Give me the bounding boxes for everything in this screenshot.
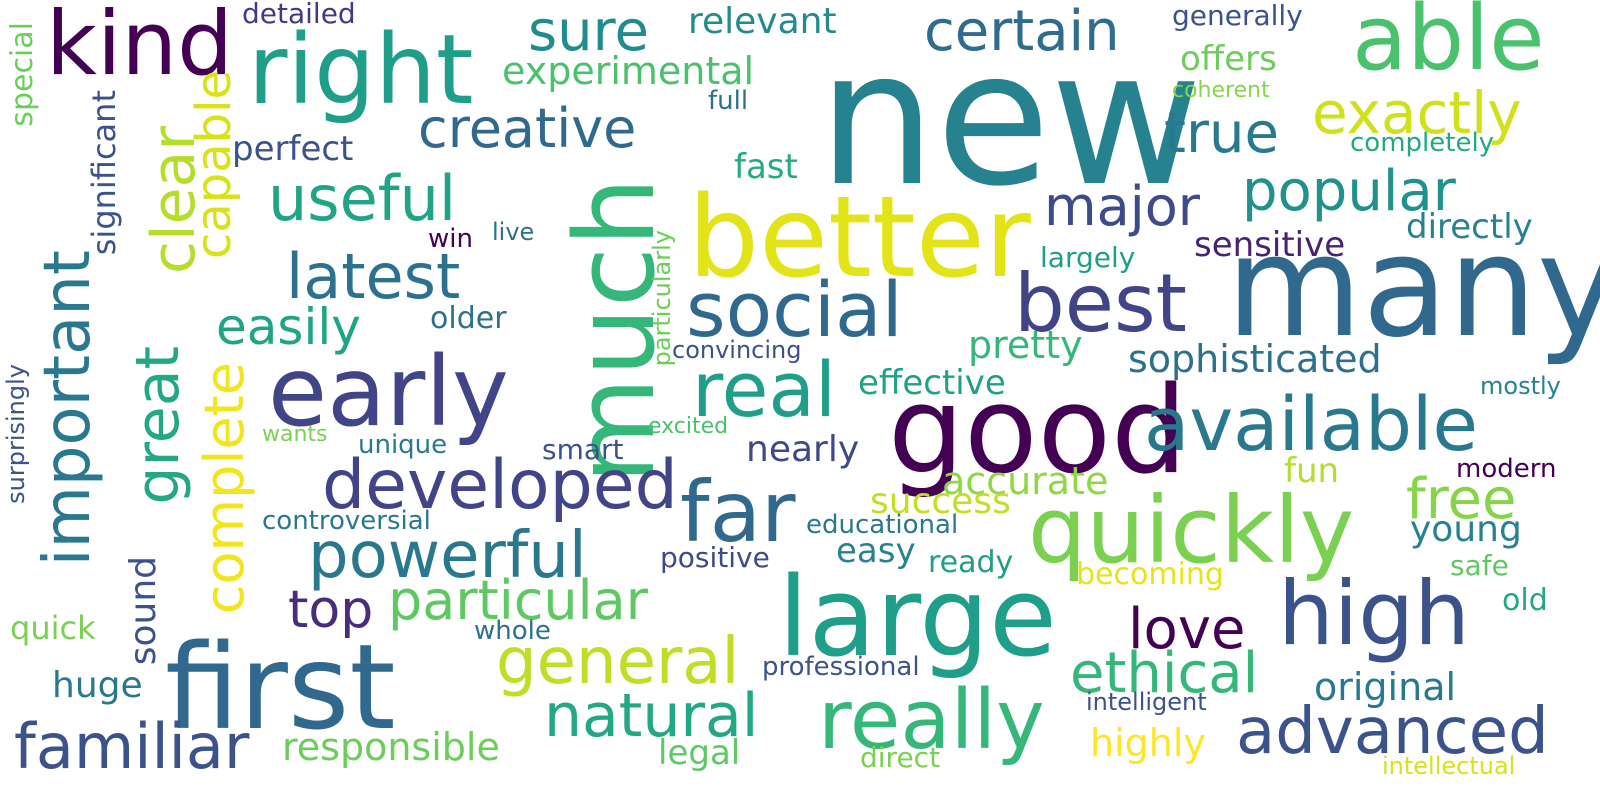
- word-unique: unique: [358, 430, 448, 460]
- word-natural: natural: [544, 681, 759, 751]
- word-wants: wants: [262, 422, 328, 447]
- word-best: best: [1014, 257, 1188, 350]
- word-highly: highly: [1090, 721, 1206, 765]
- word-fast: fast: [734, 147, 798, 187]
- word-educational: educational: [806, 510, 959, 540]
- word-young: young: [1410, 509, 1522, 550]
- word-particularly: particularly: [648, 230, 676, 367]
- word-available: available: [1144, 382, 1479, 468]
- word-completely: completely: [1350, 128, 1495, 158]
- word-directly: directly: [1406, 207, 1533, 247]
- word-pretty: pretty: [968, 323, 1083, 367]
- word-high: high: [1278, 562, 1470, 665]
- word-huge: huge: [52, 665, 143, 706]
- word-easily: easily: [216, 298, 361, 356]
- word-major: major: [1044, 175, 1200, 238]
- word-professional: professional: [762, 652, 920, 682]
- word-older: older: [430, 301, 507, 336]
- word-coherent: coherent: [1172, 78, 1270, 103]
- word-top: top: [288, 580, 374, 640]
- word-familiar: familiar: [14, 710, 250, 783]
- word-legal: legal: [658, 733, 741, 773]
- word-love: love: [1128, 597, 1246, 662]
- word-capable: capable: [186, 70, 242, 260]
- word-significant: significant: [85, 90, 123, 256]
- word-sophisticated: sophisticated: [1128, 337, 1382, 381]
- word-direct: direct: [860, 741, 941, 774]
- word-safe: safe: [1450, 549, 1509, 582]
- word-sound: sound: [123, 556, 164, 666]
- word-win: win: [428, 224, 473, 254]
- word-live: live: [492, 218, 535, 246]
- word-relevant: relevant: [688, 1, 837, 42]
- word-quickly: quickly: [1028, 477, 1355, 584]
- word-free: free: [1406, 467, 1517, 532]
- word-ethical: ethical: [1070, 641, 1259, 706]
- word-intelligent: intelligent: [1086, 688, 1207, 716]
- word-great: great: [123, 346, 193, 505]
- word-excited: excited: [648, 414, 729, 439]
- word-responsible: responsible: [282, 725, 500, 769]
- word-old: old: [1502, 583, 1548, 618]
- word-far: far: [680, 463, 796, 561]
- word-general: general: [496, 625, 740, 699]
- word-generally: generally: [1172, 0, 1303, 32]
- word-becoming: becoming: [1076, 557, 1224, 592]
- word-new: new: [818, 10, 1203, 227]
- word-nearly: nearly: [746, 429, 860, 470]
- word-many: many: [1226, 206, 1600, 369]
- word-sure: sure: [528, 0, 649, 64]
- word-effective: effective: [858, 363, 1006, 403]
- word-exactly: exactly: [1312, 79, 1522, 147]
- word-positive: positive: [660, 541, 770, 574]
- word-sensitive: sensitive: [1194, 225, 1346, 265]
- word-accurate: accurate: [942, 459, 1109, 503]
- word-true: true: [1164, 101, 1279, 166]
- word-modern: modern: [1456, 454, 1557, 484]
- word-full: full: [708, 86, 749, 116]
- word-controversial: controversial: [262, 506, 431, 536]
- word-quick: quick: [10, 609, 96, 647]
- word-certain: certain: [924, 0, 1120, 64]
- word-popular: popular: [1242, 159, 1456, 224]
- word-surprisingly: surprisingly: [2, 364, 30, 504]
- word-smart: smart: [542, 433, 624, 466]
- word-offers: offers: [1180, 39, 1277, 79]
- word-easy: easy: [836, 531, 916, 571]
- word-good: good: [888, 362, 1188, 501]
- word-fun: fun: [1284, 451, 1340, 491]
- word-detailed: detailed: [242, 0, 356, 30]
- word-powerful: powerful: [308, 519, 587, 593]
- word-experimental: experimental: [502, 49, 755, 93]
- word-right: right: [248, 14, 474, 126]
- word-latest: latest: [286, 240, 461, 313]
- word-important: important: [31, 250, 105, 567]
- word-perfect: perfect: [232, 129, 354, 169]
- word-social: social: [686, 265, 903, 354]
- word-original: original: [1314, 665, 1457, 709]
- word-intellectual: intellectual: [1382, 752, 1516, 780]
- word-success: success: [870, 481, 1011, 522]
- word-special: special: [5, 22, 40, 127]
- word-mostly: mostly: [1480, 372, 1561, 400]
- word-whole: whole: [474, 616, 551, 646]
- word-large: large: [778, 553, 1057, 681]
- word-early: early: [268, 336, 509, 448]
- word-able: able: [1352, 0, 1545, 91]
- word-better: better: [688, 173, 1031, 303]
- word-largely: largely: [1040, 241, 1136, 274]
- word-convincing: convincing: [672, 336, 802, 364]
- word-particular: particular: [388, 569, 648, 632]
- word-complete: complete: [193, 362, 256, 615]
- word-real: real: [692, 345, 837, 434]
- word-creative: creative: [418, 97, 637, 160]
- word-ready: ready: [928, 545, 1014, 580]
- word-advanced: advanced: [1236, 695, 1549, 769]
- word-useful: useful: [268, 162, 457, 235]
- word-developed: developed: [322, 446, 678, 525]
- word-kind: kind: [46, 0, 234, 95]
- word-really: really: [818, 673, 1045, 768]
- word-first: first: [165, 618, 396, 756]
